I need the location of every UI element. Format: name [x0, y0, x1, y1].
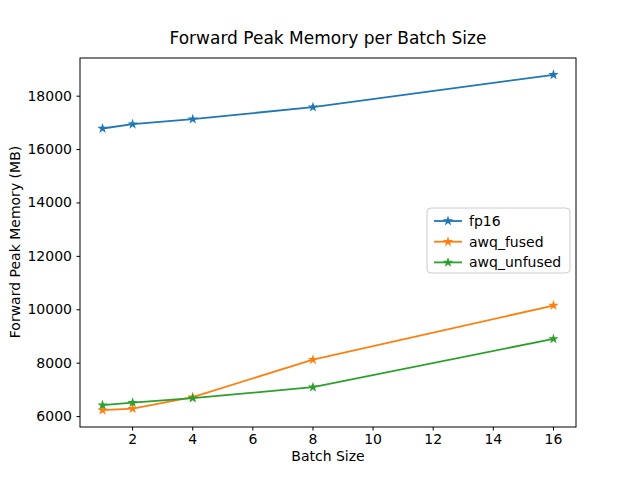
x-tick-label: 10: [364, 431, 382, 447]
legend-label: awq_unfused: [469, 254, 561, 270]
chart-title: Forward Peak Memory per Batch Size: [170, 28, 487, 48]
y-tick-label: 10000: [27, 301, 72, 317]
series-line-awq_unfused: [103, 339, 554, 405]
chart-canvas: Forward Peak Memory per Batch Size Batch…: [0, 0, 640, 480]
x-tick-label: 8: [309, 431, 318, 447]
data-point-marker: [548, 300, 558, 310]
series-awq_unfused: [97, 333, 558, 409]
series-fp16: [97, 69, 558, 133]
x-tick-label: 2: [128, 431, 137, 447]
x-tick-label: 4: [188, 431, 197, 447]
legend: fp16 awq_fused awq_unfused: [427, 208, 570, 273]
legend-label: fp16: [469, 213, 501, 229]
y-axis-label: Forward Peak Memory (MB): [7, 146, 23, 338]
x-axis-label: Batch Size: [291, 448, 364, 464]
matplotlib-figure: Forward Peak Memory per Batch Size Batch…: [0, 0, 640, 480]
series-line-awq_fused: [103, 306, 554, 411]
legend-label: awq_fused: [469, 234, 544, 250]
y-tick-label: 8000: [36, 355, 72, 371]
y-tick-label: 6000: [36, 408, 72, 424]
x-tick-label: 14: [484, 431, 502, 447]
x-tick-label: 6: [248, 431, 257, 447]
y-tick-label: 18000: [27, 88, 72, 104]
x-tick-label: 12: [424, 431, 442, 447]
y-tick-label: 16000: [27, 141, 72, 157]
y-tick-label: 12000: [27, 248, 72, 264]
data-point-marker: [548, 69, 558, 79]
data-point-marker: [548, 333, 558, 343]
y-tick-label: 14000: [27, 194, 72, 210]
series-line-fp16: [103, 75, 554, 129]
series-awq_fused: [97, 300, 558, 415]
x-tick-label: 16: [545, 431, 563, 447]
